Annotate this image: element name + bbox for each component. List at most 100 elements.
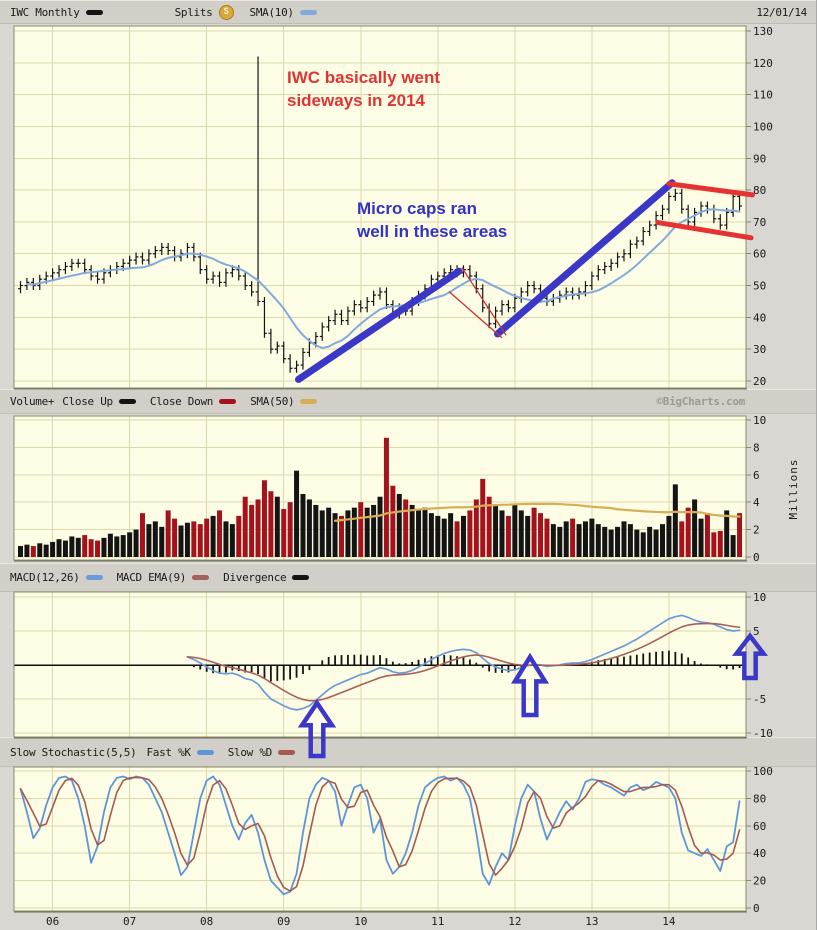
ohlc-bar	[18, 281, 23, 294]
volume-bar-up	[525, 515, 531, 557]
volume-bar-down	[281, 509, 287, 557]
red-thin-channel-top-2011	[461, 267, 507, 336]
ohlc-bar	[634, 236, 640, 249]
splits-icon: S	[218, 4, 234, 20]
price-axis-label: 120	[753, 57, 773, 70]
year-label: 11	[431, 915, 444, 928]
volume-axis-label: 8	[753, 441, 760, 454]
price-axis-label: 20	[753, 375, 766, 388]
volume-bar-up	[56, 539, 62, 557]
volume-bar-down	[82, 535, 88, 557]
volume-bar-down	[197, 524, 203, 557]
stochastic-axis-label: 100	[753, 765, 773, 778]
ohlc-bar	[499, 300, 505, 316]
volume-bar-up	[306, 499, 312, 557]
ohlc-bar	[371, 290, 376, 306]
volume-bar-down	[242, 496, 248, 557]
price-axis-label: 100	[753, 120, 773, 133]
divergence-label: Divergence	[223, 571, 287, 584]
volume-bar-up	[589, 518, 595, 557]
stochastic-title: Slow Stochastic(5,5)	[10, 745, 137, 759]
volume-bar-up	[460, 515, 466, 557]
volume-bar-down	[570, 518, 576, 557]
slow-d-label: Slow %D	[227, 745, 273, 759]
volume-bar-up	[724, 510, 730, 557]
volume-bar-up	[640, 532, 646, 557]
ohlc-bar	[666, 192, 672, 214]
sma50-swatch	[300, 399, 318, 404]
volume-bar-up	[114, 536, 120, 557]
volume-bar-up	[178, 525, 184, 557]
stochastic-axis-label: 20	[753, 875, 766, 888]
volume-bar-up	[557, 526, 563, 557]
buy-arrow-2012-icon	[510, 652, 550, 718]
volume-bar-up	[133, 529, 139, 557]
volume-bar-down	[538, 513, 544, 557]
volume-bar-down	[95, 540, 101, 557]
volume-bar-up	[326, 507, 332, 557]
ohlc-bar	[364, 297, 370, 313]
volume-axis-label: 10	[753, 414, 766, 427]
symbol-series-label: IWC Monthly	[10, 5, 80, 19]
price-axis-label: 40	[753, 311, 766, 324]
volume-bar-up	[582, 521, 588, 557]
slow-d-swatch	[277, 749, 295, 755]
ohlc-bar	[204, 265, 210, 284]
volume-bar-up	[666, 515, 672, 557]
volume-bar-up	[18, 546, 23, 557]
volume-bar-down	[480, 478, 486, 557]
ohlc-bar	[75, 258, 81, 268]
volume-bar-up	[692, 499, 698, 557]
ohlc-bar	[332, 309, 338, 326]
price-axis-label: 30	[753, 343, 766, 356]
price-axis-label: 90	[753, 152, 766, 165]
year-label: 06	[46, 915, 59, 928]
ohlc-bar	[358, 300, 364, 313]
volume-bar-up	[499, 510, 505, 557]
year-label: 08	[200, 915, 213, 928]
red-thin-channel-bottom-2011	[448, 291, 503, 339]
ohlc-bar	[133, 252, 139, 265]
red-note-line1: IWC basically went	[287, 68, 441, 87]
ohlc-bar	[82, 258, 88, 275]
volume-bar-down	[544, 518, 550, 557]
volume-bar-down	[268, 491, 274, 557]
ohlc-bar	[95, 271, 100, 284]
stochastic-d-line	[19, 776, 741, 892]
volume-bar-down	[505, 515, 511, 557]
red-channel-top-2014	[666, 181, 755, 198]
ohlc-bar	[377, 287, 383, 300]
ohlc-bar	[210, 271, 216, 284]
panel-frame	[13, 415, 747, 561]
macd-legend-bar: MACD(12,26) MACD EMA(9) Divergence	[0, 563, 816, 592]
volume-bar-up	[146, 524, 152, 557]
price-axis-label: 50	[753, 280, 766, 293]
volume-bar-down	[473, 499, 479, 557]
ohlc-bar	[345, 306, 351, 326]
volume-bar-up	[634, 529, 640, 557]
ohlc-bar	[281, 341, 287, 364]
volume-bar-down	[172, 518, 178, 557]
ohlc-bar	[672, 188, 678, 201]
volume-bar-up	[274, 496, 280, 557]
price-legend-bar: IWC Monthly Splits S SMA(10) 12/01/14	[0, 0, 816, 24]
ohlc-bar	[685, 204, 691, 227]
volume-bar-down	[88, 539, 94, 557]
volume-bar-up	[210, 515, 216, 557]
ohlc-bar	[262, 297, 267, 338]
volume-bar-down	[165, 510, 171, 557]
volume-panel: 10 8 6 4 2 0	[13, 414, 766, 564]
ohlc-bar	[653, 211, 659, 230]
x-axis: 06 07 08 09 10 11 12 13 14	[46, 915, 676, 928]
red-annotation-note: IWC basically went sideways in 2014	[287, 66, 440, 112]
volume-bar-up	[615, 526, 621, 557]
volume-bar-down	[454, 521, 460, 557]
price-axis-label: 60	[753, 248, 766, 261]
ohlc-bar	[50, 268, 55, 281]
ohlc-bar	[56, 265, 62, 278]
volume-bar-down	[467, 510, 473, 557]
volume-bar-down	[191, 521, 197, 557]
volume-bar-up	[24, 544, 30, 557]
year-label: 13	[585, 915, 598, 928]
